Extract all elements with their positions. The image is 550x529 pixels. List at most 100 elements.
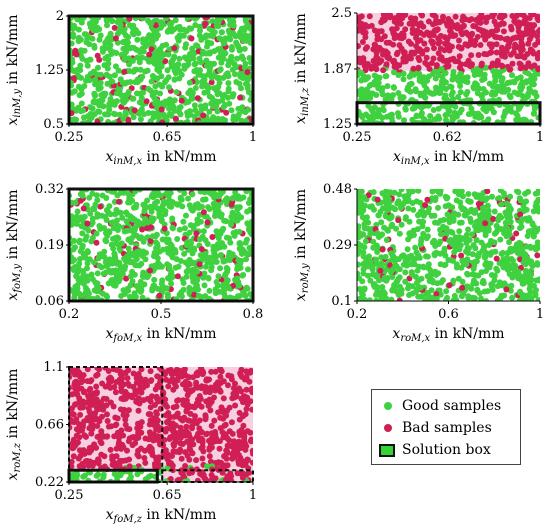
good-sample-point [520, 259, 527, 266]
good-sample-point [228, 44, 235, 50]
good-sample-point [411, 232, 417, 238]
good-sample-point [130, 114, 137, 121]
y-tick-label: 0.32 [35, 182, 64, 197]
good-sample-point [87, 70, 94, 77]
bad-sample-point [212, 428, 219, 435]
bad-sample-point [153, 409, 160, 416]
good-sample-point [481, 244, 487, 251]
good-sample-point [165, 51, 172, 58]
good-sample-point [199, 203, 205, 210]
good-sample-point [511, 89, 518, 96]
good-sample-point [453, 197, 460, 204]
good-sample-point [243, 256, 249, 263]
good-sample-point [444, 211, 451, 218]
bad-sample-point [219, 429, 226, 436]
bad-sample-point [155, 464, 162, 471]
good-sample-point [185, 267, 192, 274]
good-sample-point [151, 253, 157, 260]
bad-sample-point [75, 455, 82, 462]
good-sample-point [202, 196, 209, 203]
good-sample-point [536, 277, 540, 284]
good-sample-point [141, 281, 148, 288]
good-sample-point [465, 191, 472, 197]
x-tick-label: 0.5 [151, 307, 172, 322]
bad-sample-point [462, 16, 469, 23]
good-sample-point [186, 79, 193, 86]
good-sample-point [500, 190, 507, 197]
good-sample-point [363, 75, 370, 82]
good-sample-point [157, 46, 164, 52]
good-sample-point [469, 251, 476, 258]
good-sample-point [244, 285, 251, 292]
good-sample-point [136, 110, 143, 117]
good-sample-point [517, 74, 524, 81]
good-sample-point [193, 285, 199, 292]
bad-sample-point [534, 33, 540, 40]
bad-sample-point [126, 463, 133, 470]
good-sample-point [429, 189, 436, 195]
good-sample-point [204, 43, 210, 50]
good-sample-point [83, 77, 89, 84]
good-sample-point [113, 206, 120, 213]
good-sample-point [232, 276, 239, 283]
bad-sample-point [135, 407, 142, 414]
bad-sample-point [397, 20, 404, 27]
bad-sample-point [417, 20, 424, 27]
good-sample-point [426, 278, 433, 284]
good-sample-point [147, 35, 154, 41]
bad-sample-point [208, 422, 215, 429]
good-sample-point [368, 90, 374, 97]
good-sample-point [83, 233, 90, 240]
bad-sample-point [196, 417, 203, 424]
bad-sample-point [104, 411, 110, 418]
good-sample-point [371, 81, 378, 88]
bad-sample-point [240, 422, 247, 429]
bad-sample-point [475, 200, 482, 207]
bad-sample-point [170, 441, 177, 448]
good-sample-point [379, 231, 386, 238]
good-sample-point [384, 83, 391, 90]
bad-sample-point [223, 109, 230, 116]
good-sample-point [126, 194, 133, 201]
good-sample-point [452, 244, 458, 251]
good-sample-point [402, 278, 409, 285]
bad-sample-point [185, 417, 191, 424]
good-sample-point [395, 275, 402, 282]
bad-sample-point [155, 457, 162, 464]
bad-sample-point [456, 37, 462, 44]
bad-sample-point [493, 255, 500, 262]
bad-sample-point [70, 75, 77, 82]
good-sample-point [437, 86, 444, 93]
good-sample-point [221, 243, 228, 250]
bad-sample-point [502, 36, 509, 43]
good-sample-point [425, 261, 432, 268]
bad-sample-point [228, 419, 235, 426]
bad-sample-point [361, 60, 368, 67]
good-sample-point [398, 221, 405, 228]
bad-sample-point [235, 458, 242, 465]
good-sample-point [75, 263, 82, 270]
good-sample-point [198, 294, 205, 300]
bad-sample-point [357, 55, 363, 62]
good-sample-point [96, 262, 103, 269]
bad-sample-point [223, 412, 229, 419]
x-axis-label: xfoM,z in kN/mm [106, 507, 217, 525]
good-sample-point [531, 105, 538, 112]
bad-sample-point [202, 416, 209, 423]
good-sample-point [71, 257, 78, 263]
good-sample-point [519, 216, 526, 223]
bad-sample-point [522, 64, 529, 71]
good-sample-point [400, 70, 407, 77]
bad-sample-point [381, 17, 388, 24]
good-sample-point [395, 110, 401, 117]
good-sample-point [135, 218, 141, 225]
good-sample-point [129, 57, 136, 64]
good-sample-point [107, 211, 114, 218]
bad-sample-point [415, 65, 422, 72]
good-sample-point [442, 103, 449, 110]
bad-sample-point [212, 387, 219, 394]
bad-sample-point [241, 433, 248, 440]
good-sample-point [101, 254, 108, 260]
good-sample-point [113, 240, 120, 247]
bad-sample-point [437, 55, 443, 62]
